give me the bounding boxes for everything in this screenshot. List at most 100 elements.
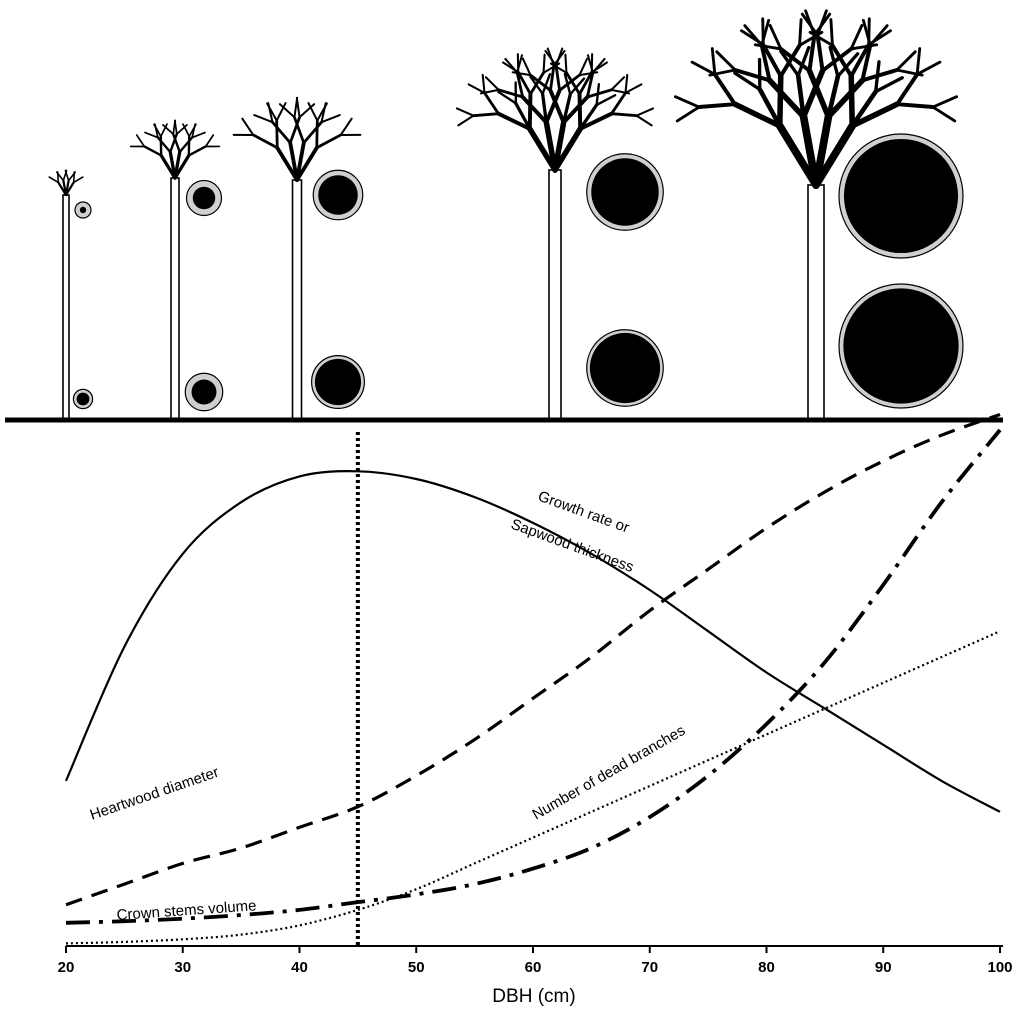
tree-branch [143,145,163,157]
x-tick-label: 60 [525,959,542,976]
stem-cross-section-heartwood [591,158,659,226]
tree-branch [761,42,783,79]
tree-branch [546,47,555,67]
tree-branch [849,42,871,79]
tree-branch [778,46,812,73]
x-tick-label: 40 [291,959,308,976]
tree-branch [481,73,486,94]
tree-trunk [548,169,562,421]
tree [48,169,94,421]
tree-branch [172,132,181,154]
tree-branch [278,103,296,119]
tree-branch [849,101,900,129]
tree-branch [635,114,653,127]
tree-branch [760,18,771,47]
tree-branch [288,140,299,182]
tree-branch [298,103,316,119]
stem-cross-section-heartwood [318,175,358,215]
tree-branch [251,133,279,150]
tree-branch [895,50,917,72]
tree-branch [542,53,546,74]
tree-branch [624,73,629,94]
tree [455,47,664,421]
tree-branch [768,23,783,51]
tree-branch [549,64,556,92]
tree-branch [867,29,892,47]
tree-branch [135,134,146,148]
tree-branch [915,47,922,76]
tree-branch [182,123,191,138]
tree-branch [610,91,627,116]
tree-branch [548,88,566,125]
x-tick-label: 20 [58,959,75,976]
tree-branch [635,107,655,117]
stem-cross-section-heartwood [314,358,362,406]
tree-branch [585,88,613,99]
tree-branch [757,87,783,129]
tree-branch [759,43,772,83]
tree-branch [813,12,832,37]
tree-branch [288,115,301,145]
tree-branch [295,140,306,182]
tree-branch [808,30,834,47]
tree-trunk [807,184,825,421]
tree-branch [732,101,783,129]
x-tick-label: 70 [641,959,658,976]
tree-branch [595,94,617,107]
tree-branch [540,92,549,125]
tree-branch [778,43,802,79]
tree-branch [153,123,159,139]
tree-branch [241,117,255,136]
tree-branch [578,71,599,77]
tree-branch [72,176,84,184]
tree-branch [807,33,817,73]
tree-branch [849,23,864,51]
tree-branch [173,153,191,180]
tree-branch [826,74,841,120]
x-tick-label: 80 [758,959,775,976]
tree-branch [543,119,558,173]
tree-branch [812,112,833,189]
series-dashdot-curve [65,428,1002,925]
stem-cross-section-heartwood [192,186,216,210]
tree-branch [162,124,175,135]
stem-cross-section-heartwood [79,206,87,214]
tree-branch [293,115,306,145]
tree-branch [253,114,274,124]
tree-branch [931,95,959,109]
tree-branch [169,132,178,154]
tree-branch [829,18,834,47]
tree-branch [529,75,544,95]
tree-branch [483,91,500,116]
tree-branch [554,64,561,92]
x-tick-label: 50 [408,959,425,976]
tree-branch [585,71,595,99]
x-tick-label: 30 [174,959,191,976]
tree-branch [516,70,532,96]
stem-cross-section-heartwood [589,332,661,404]
tree-branch [798,18,803,47]
label-heartwood-diameter: Heartwood diameter [88,764,221,824]
tree-branch [799,112,820,189]
tree-branch [800,67,826,120]
tree-branch [339,117,353,136]
tree-branch [455,107,475,117]
tree-branch [753,43,783,51]
tree-branch [552,119,567,173]
tree-branch [675,105,701,123]
tree-branch [565,71,581,96]
tree-branch [578,111,614,131]
tree-branch [497,88,525,99]
tree-branch [521,57,532,77]
tree-branch [690,60,717,76]
tree-branch [577,92,583,131]
tree-branch [64,169,70,182]
tree-branch [578,70,594,96]
tree-branch [867,17,871,47]
tree-branch [307,102,319,122]
tree-branch [578,57,589,77]
tree-branch [860,68,899,83]
tree-branch [267,102,274,124]
x-tick-label: 100 [987,959,1012,976]
tree-branch [552,49,566,67]
